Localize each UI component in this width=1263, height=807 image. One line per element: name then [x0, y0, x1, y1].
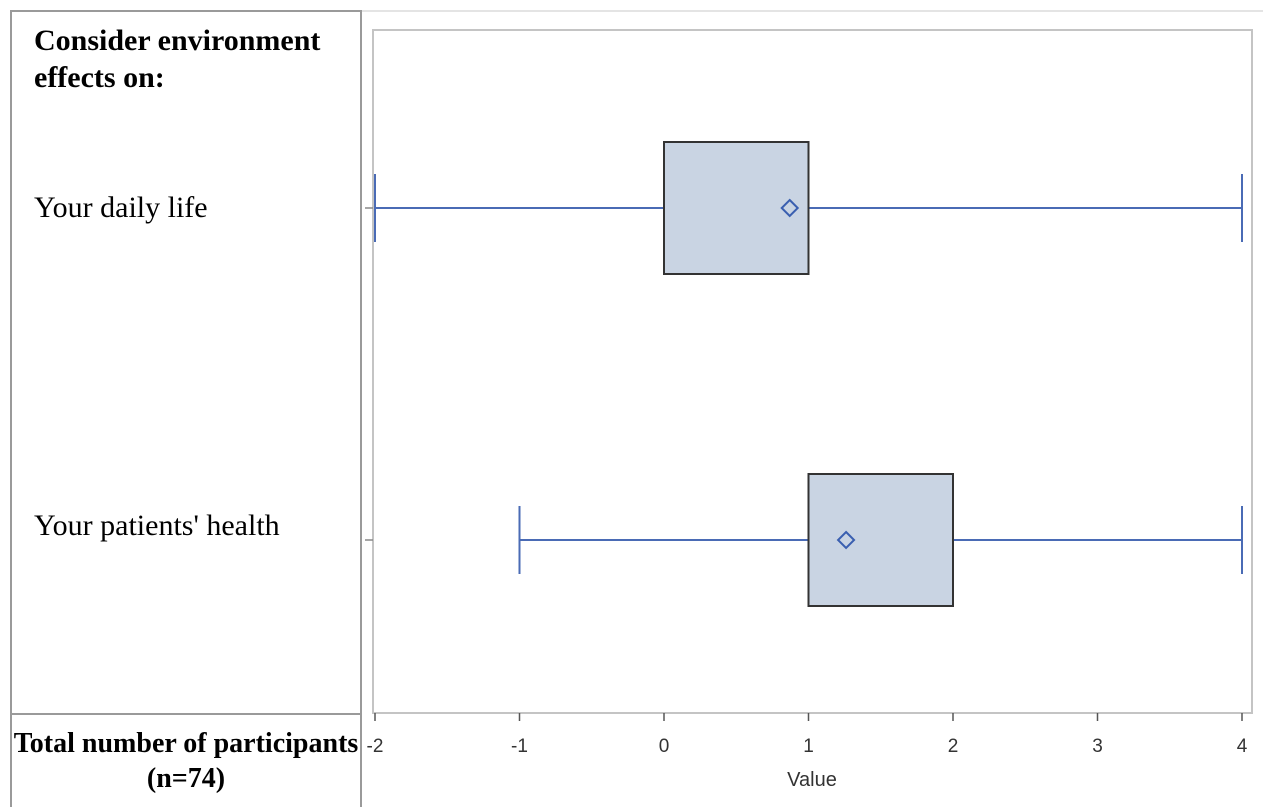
x-tick-label: 2	[948, 736, 959, 757]
row-label-patients-health: Your patients' health	[34, 509, 280, 542]
row-label-daily-life: Your daily life	[34, 191, 208, 224]
y-axis-ticks	[365, 207, 373, 541]
participants-total-label: Total number of participants (n=74)	[13, 728, 359, 794]
x-tick-label: 0	[659, 736, 670, 757]
x-tick-label: -1	[511, 736, 528, 757]
box-daily-life	[374, 141, 1243, 275]
participants-total: Total number of participants (n=74)	[10, 713, 362, 807]
x-tick-label: -2	[367, 736, 384, 757]
mean-marker	[836, 530, 856, 550]
x-tick-label: 1	[803, 736, 814, 757]
table-heading: Consider environment effects on:	[34, 24, 321, 94]
iqr-box	[663, 141, 810, 275]
mean-marker	[780, 198, 800, 218]
top-rule	[362, 10, 1263, 12]
x-tick-label: 3	[1092, 736, 1103, 757]
x-axis-ticks: -2 -1 0 1 2 3 4	[367, 713, 1248, 757]
box-series	[374, 141, 1243, 607]
plot-frame	[372, 29, 1253, 714]
box-patients-health	[518, 473, 1243, 607]
row-labels-panel	[10, 10, 362, 713]
x-axis-title: Value	[787, 769, 837, 791]
iqr-box	[807, 473, 954, 607]
x-tick-label: 4	[1237, 736, 1248, 757]
